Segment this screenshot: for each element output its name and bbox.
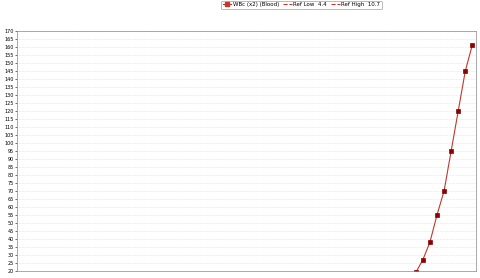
Legend: WBc (x2) (Blood), Ref Low  4.4, Ref High  10.7: WBc (x2) (Blood), Ref Low 4.4, Ref High … bbox=[221, 1, 382, 9]
